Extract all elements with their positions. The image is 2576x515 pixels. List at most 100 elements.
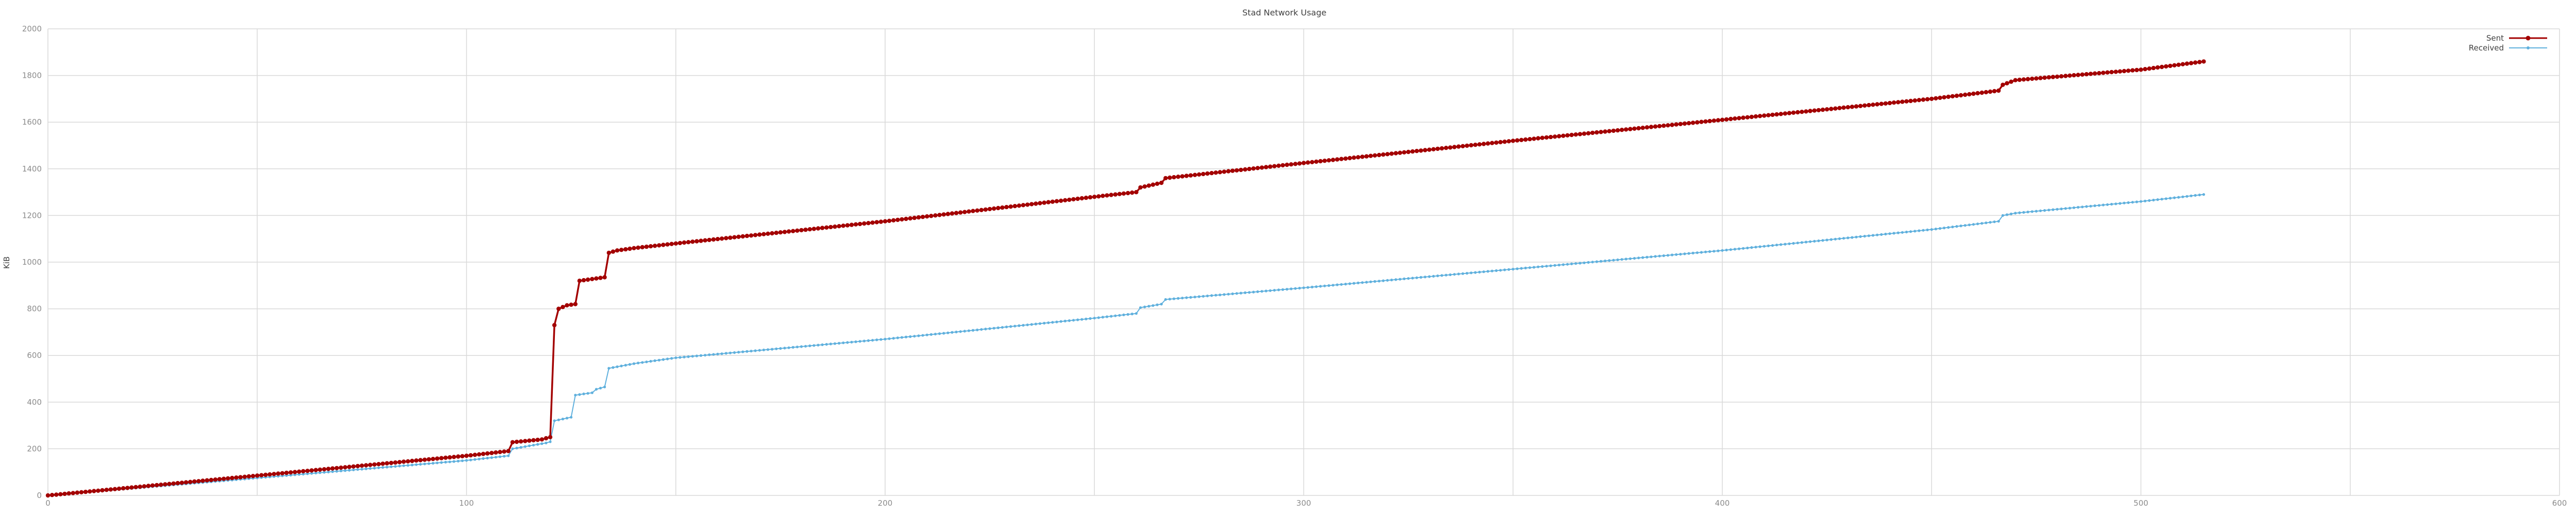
data-point-sent [598, 276, 603, 280]
data-point-received [1231, 292, 1234, 296]
data-point-sent [1649, 125, 1654, 129]
data-point-sent [644, 244, 649, 249]
data-point-received [1089, 317, 1092, 320]
data-point-received [875, 338, 878, 341]
data-point-sent [749, 233, 754, 238]
data-point-sent [422, 457, 427, 462]
data-point-sent [397, 460, 402, 465]
data-point-received [1386, 279, 1389, 282]
data-point-sent [1682, 121, 1687, 126]
data-point-sent [1766, 113, 1771, 117]
data-point-sent [1398, 150, 1402, 155]
data-point-received [1520, 267, 1523, 270]
data-point-received [302, 473, 305, 476]
data-point-sent [1988, 89, 1993, 94]
data-point-received [293, 473, 297, 476]
data-point-sent [405, 459, 410, 464]
data-point-received [1762, 245, 1766, 248]
data-point-sent [1067, 197, 1072, 202]
data-point-received [653, 359, 656, 363]
data-point-received [1218, 294, 1222, 297]
data-point-sent [2005, 81, 2009, 85]
data-point-received [1256, 290, 1259, 294]
data-point-sent [1582, 131, 1587, 136]
data-point-received [1461, 272, 1464, 275]
data-point-received [1302, 286, 1306, 289]
data-point-sent [853, 222, 858, 227]
data-point-received [1713, 250, 1716, 253]
data-point-sent [1477, 142, 1482, 147]
data-point-sent [155, 483, 159, 488]
data-point-sent [523, 439, 528, 443]
data-point-sent [1595, 130, 1599, 135]
data-point-sent [1824, 107, 1829, 112]
data-point-received [2064, 207, 2067, 210]
data-point-sent [75, 490, 80, 495]
data-point-received [2131, 201, 2134, 204]
data-point-received [2077, 205, 2080, 209]
data-point-received [699, 354, 703, 357]
data-point-received [1775, 244, 1778, 247]
data-point-sent [1938, 95, 1942, 100]
data-point-received [750, 350, 753, 353]
data-point-received [2119, 202, 2122, 205]
data-point-received [1717, 249, 1720, 252]
data-point-sent [435, 456, 439, 461]
data-point-sent [1117, 192, 1122, 196]
data-point-sent [209, 477, 214, 483]
data-point-received [2160, 198, 2163, 201]
data-point-received [1118, 314, 1121, 317]
data-point-received [1080, 318, 1083, 321]
data-point-received [1612, 259, 1615, 262]
data-point-sent [2076, 73, 2080, 77]
data-point-received [1486, 270, 1489, 273]
data-point-received [1051, 321, 1054, 324]
data-point-received [1340, 283, 1343, 286]
data-point-sent [79, 490, 84, 494]
data-point-received [996, 326, 999, 330]
data-point-received [1482, 270, 1485, 273]
data-point-received [1415, 276, 1418, 279]
data-point-received [1034, 322, 1038, 325]
data-point-sent [1193, 173, 1197, 177]
data-point-sent [1996, 88, 2001, 93]
data-point-sent [1439, 146, 1444, 151]
data-point-received [1039, 322, 1042, 325]
data-point-sent [1971, 91, 1976, 96]
data-point-sent [255, 473, 260, 478]
data-point-sent [2189, 61, 2194, 65]
data-point-sent [761, 232, 766, 236]
data-point-sent [1887, 100, 1892, 106]
data-point-received [846, 341, 849, 344]
data-point-sent [1394, 151, 1398, 156]
data-point-sent [1297, 161, 1302, 166]
data-point-received [704, 354, 707, 357]
data-point-received [1570, 262, 1573, 265]
data-point-sent [849, 222, 854, 227]
data-point-received [628, 363, 631, 366]
data-point-received [817, 344, 820, 347]
series-sent [45, 59, 2206, 498]
data-point-sent [2021, 77, 2026, 82]
data-point-received [519, 446, 522, 449]
data-point-sent [1213, 170, 1218, 175]
data-point-received [724, 352, 727, 355]
data-point-sent [2126, 68, 2131, 73]
data-point-sent [975, 208, 980, 213]
data-point-received [1691, 251, 1694, 254]
data-point-received [1374, 280, 1377, 283]
data-point-received [1742, 247, 1745, 250]
data-point-sent [837, 224, 841, 229]
data-point-received [1394, 278, 1397, 281]
data-point-sent [1226, 169, 1231, 174]
data-point-received [1750, 246, 1753, 249]
data-point-sent [1071, 197, 1076, 202]
data-point-received [1423, 276, 1427, 279]
data-point-received [2110, 202, 2113, 206]
data-point-sent [116, 486, 122, 491]
data-point-received [2056, 208, 2059, 211]
data-point-received [1746, 246, 1749, 250]
data-point-sent [2030, 76, 2035, 81]
data-point-sent [372, 462, 377, 467]
data-point-sent [1498, 140, 1503, 145]
